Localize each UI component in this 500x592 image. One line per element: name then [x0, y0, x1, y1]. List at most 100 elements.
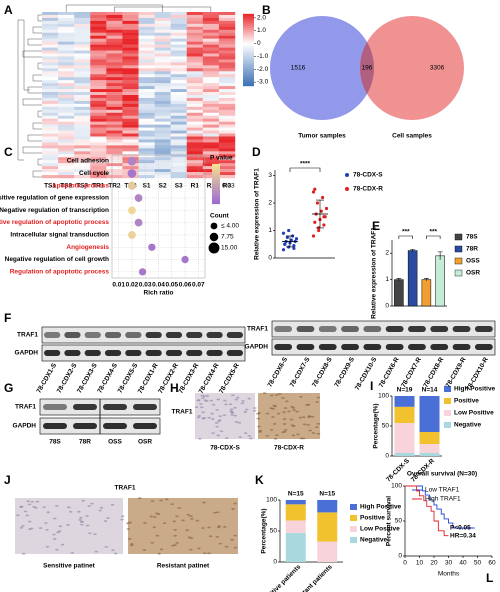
blot-band [104, 332, 122, 338]
bar-segment [394, 453, 415, 456]
heatmap-cell [122, 133, 139, 137]
heatmap-cell [122, 148, 139, 152]
blot-band [408, 326, 426, 332]
colorbar-cell [243, 73, 254, 77]
y-tick-label: 1 [268, 227, 272, 234]
heatmap-cell [90, 12, 107, 16]
blot-band [274, 326, 293, 332]
significance: *** [402, 229, 410, 236]
heatmap-cell [58, 100, 75, 105]
blot-band [43, 404, 67, 410]
heatmap-cell [90, 139, 107, 143]
heatmap-cell [122, 121, 139, 125]
colorbar-cell [212, 201, 220, 205]
heatmap-cell [58, 83, 75, 87]
heatmap-cell [170, 145, 187, 149]
heatmap-cell [58, 97, 75, 102]
heatmap-cell [122, 97, 139, 102]
panel-label: G [4, 381, 13, 395]
ihc-caption: Resistant patinet [157, 563, 210, 570]
column-label: S3 [175, 183, 183, 190]
heatmap-cell [42, 26, 59, 30]
ihc-texture [233, 502, 237, 505]
heatmap-cell [42, 86, 59, 90]
heatmap-cell [122, 83, 139, 87]
ihc-texture [113, 552, 118, 555]
heatmap-cell [106, 92, 123, 96]
ihc-texture [262, 392, 267, 395]
colorbar-cell [212, 197, 220, 201]
heatmap-cell [106, 139, 123, 143]
heatmap-cell [186, 139, 204, 143]
heatmap-cell [202, 80, 220, 84]
heatmap-cell [218, 53, 236, 57]
heatmap-cell [218, 62, 236, 66]
heatmap-cell [186, 47, 204, 51]
heatmap-cell [122, 29, 139, 33]
heatmap-cell [42, 95, 59, 99]
heatmap-cell [186, 154, 204, 158]
heatmap-cell [42, 17, 59, 22]
dendrogram [22, 50, 42, 58]
blot-strip [271, 338, 496, 356]
blot-band [103, 423, 127, 429]
lane-label: 78-CDX1-S [36, 362, 59, 395]
point [319, 209, 323, 213]
heatmap-cell [202, 56, 220, 60]
heatmap-cell [42, 38, 59, 42]
chart-title: Overall survival (N=30) [407, 471, 477, 478]
heatmap-cell [42, 121, 59, 125]
ihc-texture [215, 511, 220, 514]
legend-label: 78R [466, 246, 478, 253]
heatmap-cell [170, 89, 187, 93]
ihc-texture [70, 552, 75, 554]
heatmap-cell [138, 29, 155, 33]
heatmap-cell [106, 100, 123, 105]
heatmap-cell [154, 148, 171, 152]
lane-label: 78-CDX1-R [137, 362, 160, 395]
ihc-texture [55, 548, 59, 551]
heatmap-cell [138, 74, 155, 78]
x-axis-label: Months [438, 571, 460, 578]
ihc-texture [290, 424, 295, 427]
ihc-texture [234, 421, 239, 423]
colorbar-cell [243, 13, 254, 17]
heatmap-cell [58, 145, 75, 149]
heatmap-cell [138, 41, 155, 45]
heatmap-cell [58, 74, 75, 78]
heatmap-cell [106, 62, 123, 66]
heatmap-cell [218, 68, 236, 72]
ihc-texture [311, 432, 316, 434]
heatmap-cell [42, 166, 59, 170]
point [311, 190, 316, 194]
lane-label: 78-CDX5-R [218, 362, 241, 395]
heatmap-cell [154, 169, 171, 173]
heatmap-cell [42, 124, 59, 128]
heatmap-cell [138, 154, 155, 158]
heatmap-cell [186, 62, 204, 66]
ihc-texture [58, 525, 63, 528]
heatmap-cell [218, 145, 236, 149]
heatmap-cell [122, 47, 139, 51]
bar-segment [394, 423, 415, 453]
heatmap-cell [42, 157, 59, 161]
heatmap-cell [138, 95, 155, 99]
heatmap-cell [154, 175, 171, 179]
ihc-texture [275, 434, 279, 437]
heatmap-cell [74, 112, 91, 116]
colorbar-cell [243, 23, 254, 27]
heatmap-cell [218, 163, 236, 167]
dendrogram [65, 4, 212, 12]
heatmap-cell [74, 86, 91, 90]
heatmap-cell [42, 12, 59, 16]
colorbar-cell [212, 173, 220, 177]
blot-band [318, 344, 337, 350]
heatmap-cell [218, 41, 236, 45]
heatmap-cell [90, 68, 107, 72]
heatmap-cell [202, 109, 220, 113]
ihc-texture [305, 404, 309, 406]
dendrogram [27, 86, 42, 94]
heatmap-cell [202, 41, 220, 45]
heatmap-cell [106, 115, 123, 119]
heatmap-cell [218, 175, 236, 179]
